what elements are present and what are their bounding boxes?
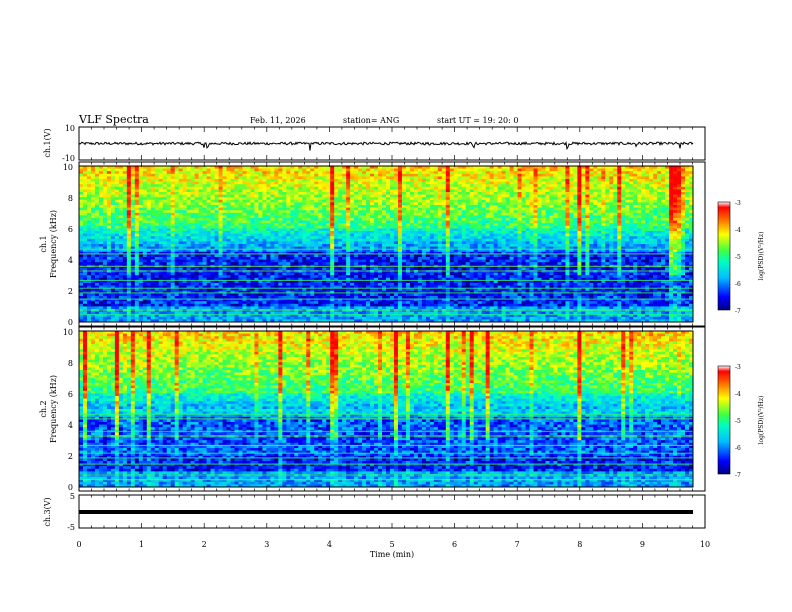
x-tick-label-1: 1 [139, 540, 144, 549]
ch2-ytick-8: 8 [68, 359, 73, 368]
x-tick-label-9: 9 [640, 540, 645, 549]
ch1-ytick-0: 0 [68, 318, 73, 327]
ch1-colorbar: -3 -4 -5 -6 -7 log(PSD)(V²/Hz) [717, 200, 765, 315]
ch3-ytick-top: 5 [70, 492, 75, 501]
ch2-spec-yticks: 0 2 4 6 8 10 [63, 328, 73, 492]
ch1-spectrogram-panel: 0 2 4 6 8 10 ch.1 Frequency (kHz) -3 -4 … [39, 161, 765, 327]
ch1-colorbar-label: log(PSD)(V²/Hz) [758, 232, 765, 281]
ch1-ytick-2: 2 [68, 287, 73, 296]
ch3-ytick-bottom: -5 [67, 523, 75, 532]
ch1-ylabel-frequency: Frequency (kHz) [49, 210, 58, 278]
ch1-waveform-panel: 10 -10 ch.1(V) [43, 124, 706, 163]
ch1-cb-tick-m5: -5 [735, 254, 741, 261]
ch1-cb-tick-m6: -6 [735, 281, 741, 288]
start-ut-label: start UT = 19: 20: 0 [437, 116, 518, 125]
ch1-spec-yticks: 0 2 4 6 8 10 [63, 163, 73, 327]
ch2-ytick-2: 2 [68, 452, 73, 461]
ch1-ytick-6: 6 [68, 225, 73, 234]
ch2-cb-tick-m3: -3 [735, 364, 741, 371]
ch2-ylabel-frequency: Frequency (kHz) [49, 375, 58, 443]
x-tick-label-10: 10 [700, 540, 710, 549]
ch2-cb-tick-m7: -7 [735, 472, 741, 479]
ch2-ytick-0: 0 [68, 483, 73, 492]
station-label: station= ANG [343, 116, 399, 125]
ch2-ytick-6: 6 [68, 390, 73, 399]
ch1-ytick-8: 8 [68, 194, 73, 203]
ch3-waveform-trace [79, 510, 693, 514]
ch1-spectrogram-image [79, 166, 694, 323]
x-tick-label-2: 2 [202, 540, 207, 549]
ch2-cb-tick-m4: -4 [735, 391, 741, 398]
ch3-ylabel: ch.3(V) [43, 497, 52, 526]
date-label: Feb. 11, 2026 [250, 116, 306, 125]
figure-title: VLF Spectra [78, 113, 149, 126]
x-tick-label-5: 5 [389, 540, 394, 549]
ch2-spectrogram-image [79, 331, 694, 488]
x-tick-label-7: 7 [515, 540, 520, 549]
ch1-colorbar-gradient [717, 201, 731, 311]
ch2-ytick-4: 4 [68, 421, 73, 430]
x-axis-ticks: 0 1 2 3 4 5 6 7 8 9 10 [76, 127, 710, 549]
ch2-colorbar-label: log(PSD)(V²/Hz) [758, 396, 765, 445]
x-tick-label-8: 8 [577, 540, 582, 549]
x-tick-label-3: 3 [264, 540, 269, 549]
ch1-ytick-bottom: -10 [62, 154, 75, 163]
x-axis-label: Time (min) [370, 550, 414, 559]
ch1-ytick-4: 4 [68, 256, 73, 265]
ch1-waveform-trace [78, 140, 694, 151]
ch2-cb-tick-m6: -6 [735, 445, 741, 452]
ch2-colorbar-gradient [717, 365, 731, 475]
x-tick-label-6: 6 [452, 540, 457, 549]
ch1-ytick-10: 10 [63, 163, 73, 172]
ch1-ylabel: ch.1(V) [43, 128, 52, 157]
ch1-cb-tick-m4: -4 [735, 227, 741, 234]
ch3-waveform-panel: 5 -5 ch.3(V) [43, 492, 706, 532]
ch2-spectrogram-panel: 0 2 4 6 8 10 ch.2 Frequency (kHz) -3 -4 … [39, 326, 765, 492]
ch2-ylabel-channel: ch.2 [39, 400, 48, 417]
ch1-ylabel-channel: ch.1 [39, 235, 48, 252]
x-tick-label-4: 4 [327, 540, 332, 549]
x-tick-label-0: 0 [76, 540, 81, 549]
ch1-cb-tick-m3: -3 [735, 200, 741, 207]
ch2-cb-tick-m5: -5 [735, 418, 741, 425]
ch2-ytick-10: 10 [63, 328, 73, 337]
ch1-ytick-top: 10 [65, 124, 75, 133]
ch2-colorbar: -3 -4 -5 -6 -7 log(PSD)(V²/Hz) [717, 364, 765, 479]
ch1-cb-tick-m7: -7 [735, 308, 741, 315]
